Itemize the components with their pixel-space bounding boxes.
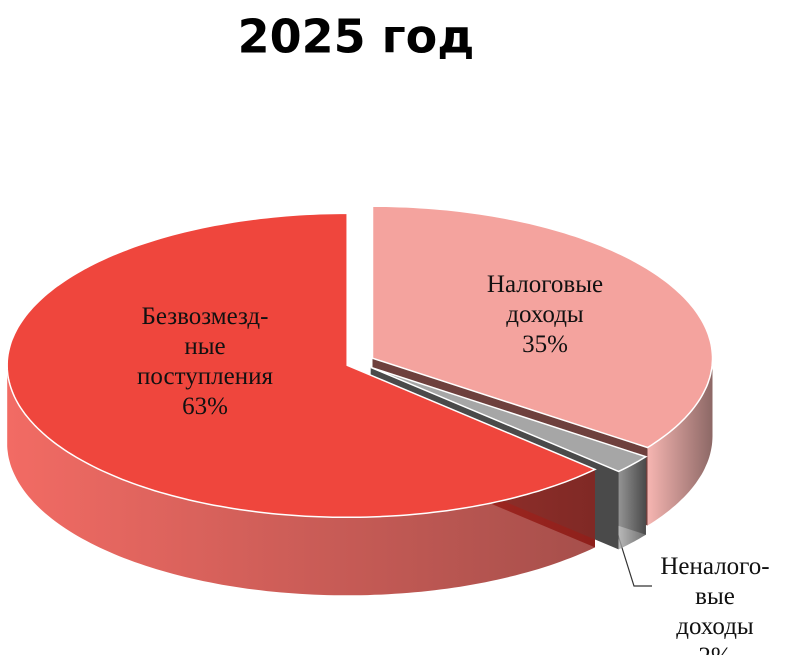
category-label: Безвозмезд- ные поступления xyxy=(137,303,273,390)
leader-line xyxy=(617,534,652,587)
value-label: 35% xyxy=(522,331,568,358)
chart-title: 2025 год xyxy=(238,10,475,64)
slice xyxy=(371,205,714,449)
slice-label: Безвозмезд- ные поступления 63% xyxy=(137,302,273,422)
slice-side xyxy=(647,358,713,526)
value-label: 2% xyxy=(660,642,769,655)
slice xyxy=(6,212,597,519)
slice-label: Неналого- вые доходы 2% xyxy=(660,552,769,655)
category-label: Неналого- вые доходы xyxy=(660,553,770,640)
category-label: Налоговые доходы xyxy=(486,271,604,328)
slice xyxy=(370,366,648,473)
value-label: 63% xyxy=(182,393,228,420)
slice-label: Налоговые доходы 35% xyxy=(487,270,603,360)
slice-side xyxy=(618,456,646,550)
slice-side xyxy=(7,365,595,596)
